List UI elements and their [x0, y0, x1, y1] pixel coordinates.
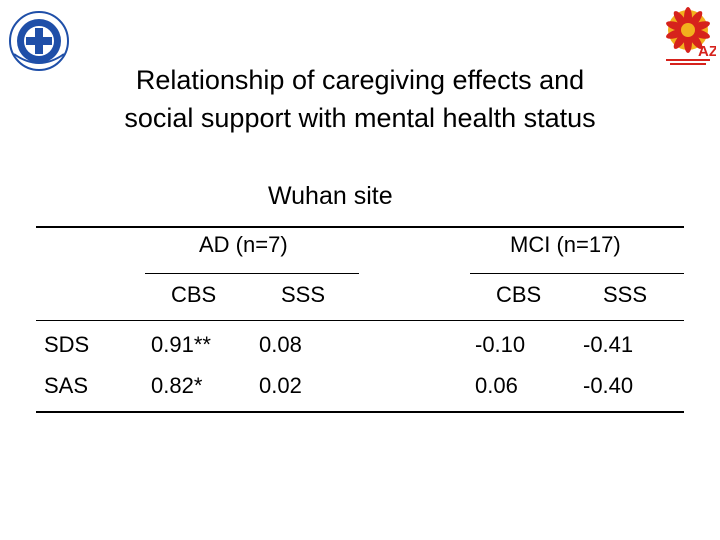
table-top-rule: [36, 226, 684, 228]
row-label-sas: SAS: [44, 373, 89, 398]
row-label-sds: SDS: [44, 332, 90, 357]
cell-sds-ad-cbs: 0.91**: [151, 332, 211, 357]
subheader-mci-cbs: CBS: [496, 282, 542, 307]
table-bottom-rule: [36, 411, 684, 413]
subheader-ad-sss: SSS: [281, 282, 326, 307]
mci-group-rule: [470, 273, 684, 274]
cell-sas-ad-cbs: 0.82*: [151, 373, 203, 398]
cell-sds-mci-cbs: -0.10: [475, 332, 526, 357]
header-bottom-rule: [36, 320, 684, 321]
subheader-mci-sss: SSS: [603, 282, 648, 307]
group-header-mci: MCI (n=17): [510, 232, 621, 257]
cell-sds-ad-sss: 0.08: [259, 332, 302, 357]
group-header-ad: AD (n=7): [199, 232, 288, 257]
ad-group-rule: [145, 273, 359, 274]
logo-text: AZ: [698, 43, 716, 60]
cell-sas-mci-cbs: 0.06: [475, 373, 518, 398]
cell-sds-mci-sss: -0.41: [583, 332, 634, 357]
site-label: Wuhan site: [268, 182, 393, 210]
cell-sas-mci-sss: -0.40: [583, 373, 634, 398]
alzheimer-logo: AZ: [666, 7, 716, 65]
slide-title-line-1: Relationship of caregiving effects and: [135, 65, 585, 95]
slide-title-line-2: social support with mental health status: [124, 103, 596, 133]
cell-sas-ad-sss: 0.02: [259, 373, 302, 398]
subheader-ad-cbs: CBS: [171, 282, 217, 307]
organization-logo: [9, 11, 69, 71]
